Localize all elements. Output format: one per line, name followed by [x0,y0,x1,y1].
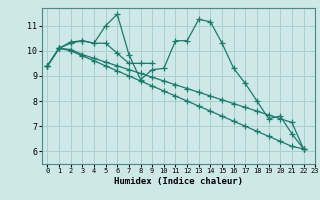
X-axis label: Humidex (Indice chaleur): Humidex (Indice chaleur) [114,177,243,186]
